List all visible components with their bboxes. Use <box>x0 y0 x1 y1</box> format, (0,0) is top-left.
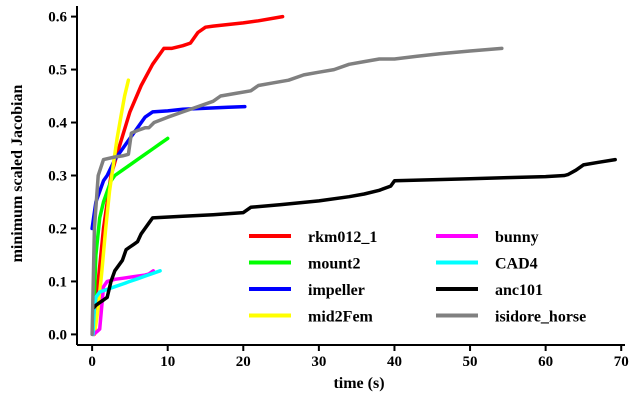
x-tick-label: 60 <box>538 354 553 370</box>
legend-label-bunny: bunny <box>495 229 539 246</box>
y-tick-label: 0.2 <box>48 221 67 237</box>
legend-label-mount2: mount2 <box>308 256 360 273</box>
y-tick-label: 0.5 <box>48 63 67 79</box>
legend: rkm012_1 mount2 impeller mid2Fem bunny CAD4 an… <box>249 229 586 326</box>
y-tick-label: 0.6 <box>48 10 67 26</box>
legend-label-mid2fem: mid2Fem <box>308 309 374 326</box>
x-tick-label: 10 <box>160 354 175 370</box>
x-tick-label: 50 <box>463 354 478 370</box>
x-tick-label: 40 <box>387 354 402 370</box>
x-tick-label: 20 <box>236 354 251 370</box>
series-line-mid2fem <box>92 78 131 337</box>
series-line-rkm012-1 <box>92 14 285 337</box>
legend-label-isidore-horse: isidore_horse <box>495 309 586 326</box>
y-tick-label: 0.3 <box>48 169 67 185</box>
y-tick-label: 0.4 <box>48 116 67 132</box>
series-layer <box>90 14 617 337</box>
y-axis-title: minimum scaled Jacobian <box>9 85 26 263</box>
legend-label-rkm012-1: rkm012_1 <box>308 229 377 246</box>
ticks: 0 10 20 30 40 50 60 70 0.0 0.1 0.2 0.3 0.4 0.5 0.6 <box>48 10 628 370</box>
series-line-cad4 <box>91 269 162 337</box>
legend-label-cad4: CAD4 <box>495 256 538 273</box>
series-line-isidore-horse <box>90 46 504 337</box>
x-tick-label: 70 <box>614 354 629 370</box>
legend-label-anc101: anc101 <box>495 282 543 299</box>
x-tick-label: 30 <box>311 354 326 370</box>
y-tick-label: 0.1 <box>48 274 67 290</box>
x-axis-title: time (s) <box>333 375 384 392</box>
legend-label-impeller: impeller <box>308 282 365 299</box>
x-tick-label: 0 <box>88 354 96 370</box>
y-tick-label: 0.0 <box>48 327 67 343</box>
series-line-anc101 <box>91 157 617 310</box>
series-line-mount2 <box>91 136 170 337</box>
